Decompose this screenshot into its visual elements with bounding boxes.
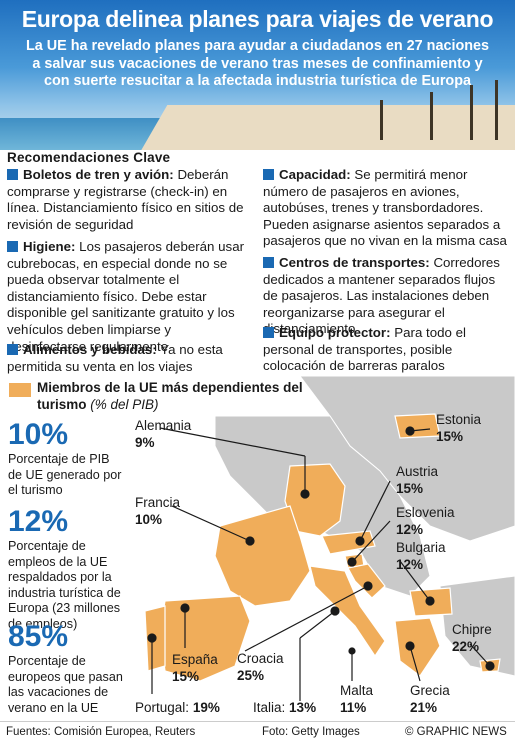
leader-line (359, 480, 391, 542)
country-label-austria: Austria 15% (396, 464, 439, 496)
recommendation-item: Alimentos y bebidas: Ya no esta permitid… (7, 342, 247, 375)
bullet-square (7, 241, 18, 252)
country-label-italy: Italia: 13% (253, 700, 317, 715)
marker-dot (485, 661, 495, 671)
marker-dot (363, 581, 373, 591)
palm-tree (470, 85, 473, 140)
country-label-portugal: Portugal: 19% (135, 700, 220, 715)
recommendation-text: Corredores dedicados a mantener separado… (263, 255, 500, 337)
recommendation-item: Higiene: Los pasajeros deberán usar cubr… (7, 239, 253, 355)
stat-value: 12% (8, 505, 69, 538)
leader-line (409, 645, 421, 682)
marker-dot (405, 641, 415, 651)
bullet-square (263, 257, 274, 268)
country-label-estonia: Estonia 15% (436, 412, 482, 444)
recommendation-item: Capacidad: Se permitirá menor número de … (263, 167, 507, 250)
recommendation-title: Capacidad: (279, 167, 351, 182)
country-france (214, 505, 311, 607)
country-germany (284, 463, 346, 537)
country-label-spain: España 15% (172, 652, 218, 684)
marker-dot (405, 426, 415, 436)
marker-dot (348, 647, 356, 655)
country-greece (394, 617, 441, 677)
leader-line (299, 610, 336, 639)
country-label-france: Francia 10% (135, 495, 181, 527)
country-label-slovenia: Eslovenia 12% (396, 505, 455, 537)
recommendation-text: Se permitirá menor número de pasajeros e… (263, 167, 507, 249)
beach (132, 105, 515, 150)
legend-swatch (9, 383, 31, 397)
country-croatia (347, 563, 386, 599)
bullet-square (263, 327, 274, 338)
recommendations-panel (0, 150, 515, 376)
recommendation-title: Alimentos y bebidas: (23, 342, 157, 357)
recommendation-title: Centros de transportes: (279, 255, 430, 270)
legend-title: Miembros de la UE más dependientes del t… (37, 379, 317, 413)
recommendation-title: Boletos de tren y avión: (23, 167, 174, 182)
recommendation-text: Deberán comprarse y registrarse (check-i… (7, 167, 244, 232)
country-label-cyprus: Chipre 22% (452, 622, 492, 654)
country-estonia (394, 413, 441, 439)
recommendation-text: Ya no esta permitida su venta en los via… (7, 342, 223, 374)
bullet-square (263, 169, 274, 180)
country-label-croatia: Croacia 25% (237, 651, 284, 683)
page-subtitle: La UE ha revelado planes para ayudar a c… (25, 38, 490, 89)
country-italy (309, 565, 386, 658)
leader-line (351, 520, 391, 563)
palm-tree (430, 92, 433, 140)
legend-unit: (% del PIB) (90, 397, 159, 412)
bullet-square (7, 169, 18, 180)
recommendation-title: Higiene: (23, 239, 76, 254)
recommendation-item: Boletos de tren y avión: Deberán comprar… (7, 167, 247, 233)
recommendation-item: Centros de transportes: Corredores dedic… (263, 255, 507, 338)
page-title: Europa delinea planes para viajes de ver… (21, 6, 494, 32)
leader-line (469, 643, 491, 667)
recommendations-heading: Recomendaciones Clave (7, 150, 171, 165)
footer-sources: Fuentes: Comisión Europea, Reuters (6, 726, 196, 738)
palm-tree (495, 80, 498, 140)
marker-dot (355, 536, 365, 546)
country-label-malta: Malta 11% (340, 683, 374, 715)
country-label-greece: Grecia 21% (410, 683, 450, 715)
leader-line (159, 427, 306, 457)
stat-value: 10% (8, 418, 69, 451)
leader-line (171, 505, 251, 542)
marker-dot (245, 536, 255, 546)
marker-dot (425, 596, 435, 606)
stat-text: Porcentaje de europeos que pasan las vac… (8, 654, 123, 715)
leader-line (244, 585, 369, 652)
palm-tree (380, 100, 383, 140)
stat-value: 85% (8, 620, 69, 653)
footer-credit: © GRAPHIC NEWS (405, 726, 507, 738)
footer: Fuentes: Comisión Europea, Reuters Foto:… (0, 721, 515, 744)
stat-text: Porcentaje de empleos de la UE respaldad… (8, 539, 121, 631)
marker-dot (180, 603, 190, 613)
stat-text: Porcentaje de PIB de UE generado por el … (8, 452, 122, 498)
bullet-square (7, 344, 18, 355)
recommendation-text: Los pasajeros deberán usar cubrebocas, e… (7, 239, 245, 354)
footer-photo: Foto: Getty Images (262, 726, 360, 738)
leader-line (399, 560, 431, 602)
country-label-germany: Alemania 9% (135, 418, 192, 450)
country-label-bulgaria: Bulgaria 12% (396, 540, 446, 572)
marker-dot (147, 633, 157, 643)
europe-map (144, 376, 515, 701)
legend-label: Miembros de la UE más dependientes del t… (37, 380, 303, 412)
marker-dot (347, 557, 357, 567)
recommendation-title: Equipo protector: (279, 325, 391, 340)
hero-photo (0, 0, 515, 150)
